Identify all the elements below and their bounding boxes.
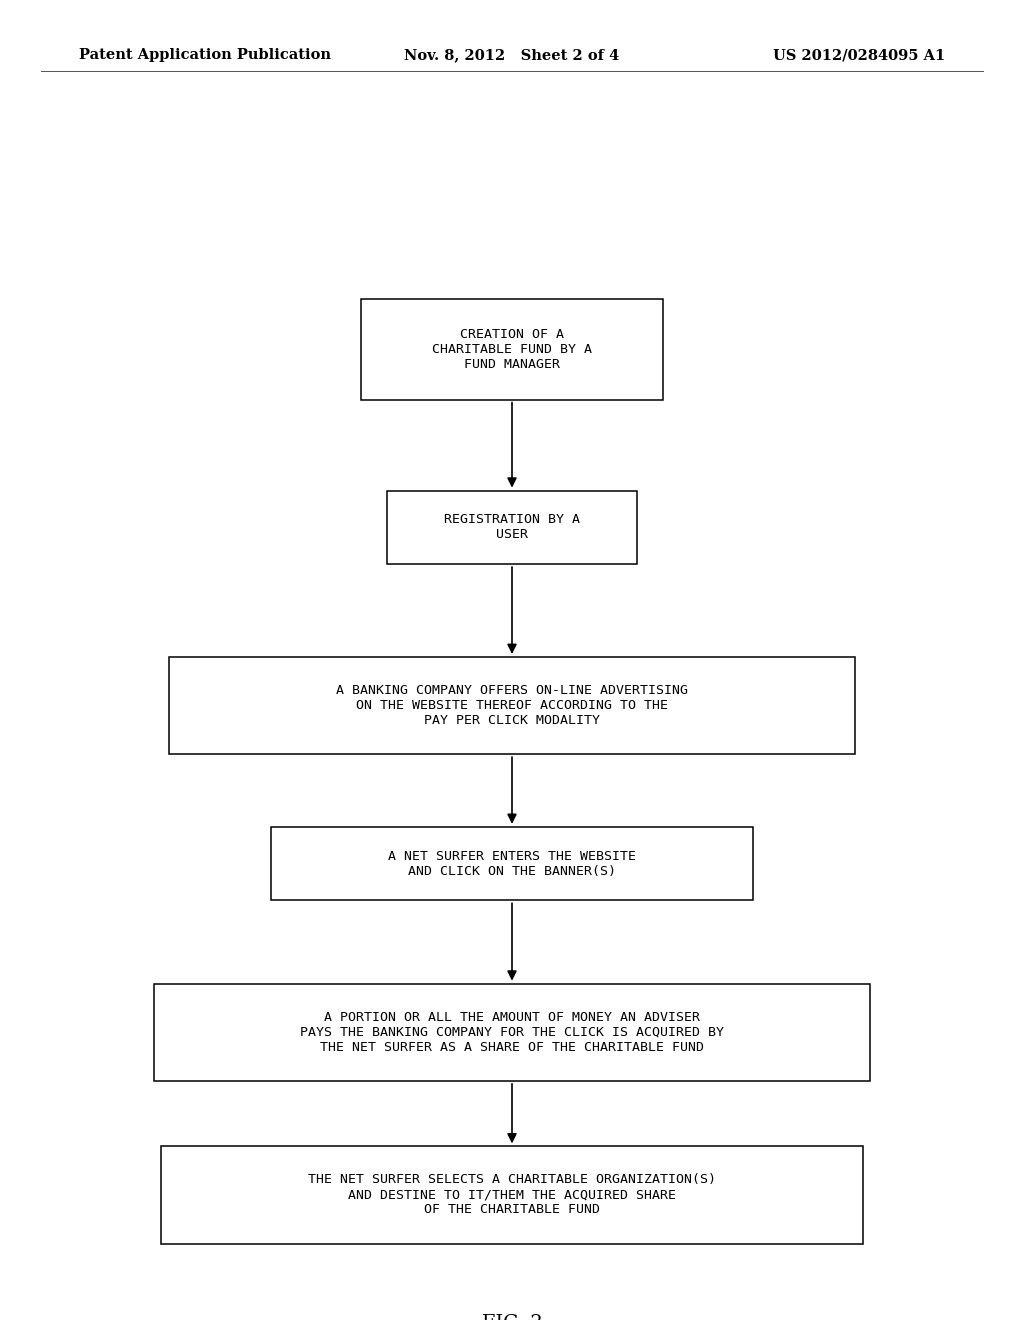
Text: A NET SURFER ENTERS THE WEBSITE
AND CLICK ON THE BANNER(S): A NET SURFER ENTERS THE WEBSITE AND CLIC… <box>388 850 636 878</box>
Text: A BANKING COMPANY OFFERS ON-LINE ADVERTISING
ON THE WEBSITE THEREOF ACCORDING TO: A BANKING COMPANY OFFERS ON-LINE ADVERTI… <box>336 684 688 727</box>
Text: REGISTRATION BY A
USER: REGISTRATION BY A USER <box>444 513 580 541</box>
Text: Nov. 8, 2012   Sheet 2 of 4: Nov. 8, 2012 Sheet 2 of 4 <box>404 49 620 62</box>
Bar <box>169 657 855 754</box>
Text: US 2012/0284095 A1: US 2012/0284095 A1 <box>773 49 945 62</box>
Bar <box>161 1146 862 1243</box>
Text: Patent Application Publication: Patent Application Publication <box>79 49 331 62</box>
Text: CREATION OF A
CHARITABLE FUND BY A
FUND MANAGER: CREATION OF A CHARITABLE FUND BY A FUND … <box>432 327 592 371</box>
Text: THE NET SURFER SELECTS A CHARITABLE ORGANIZATION(S)
AND DESTINE TO IT/THEM THE A: THE NET SURFER SELECTS A CHARITABLE ORGA… <box>308 1173 716 1217</box>
Bar <box>361 298 664 400</box>
Bar <box>387 491 637 564</box>
Text: A PORTION OR ALL THE AMOUNT OF MONEY AN ADVISER
PAYS THE BANKING COMPANY FOR THE: A PORTION OR ALL THE AMOUNT OF MONEY AN … <box>300 1011 724 1053</box>
Bar <box>271 826 753 900</box>
Text: FIG. 2: FIG. 2 <box>481 1313 543 1320</box>
Bar <box>154 983 870 1081</box>
